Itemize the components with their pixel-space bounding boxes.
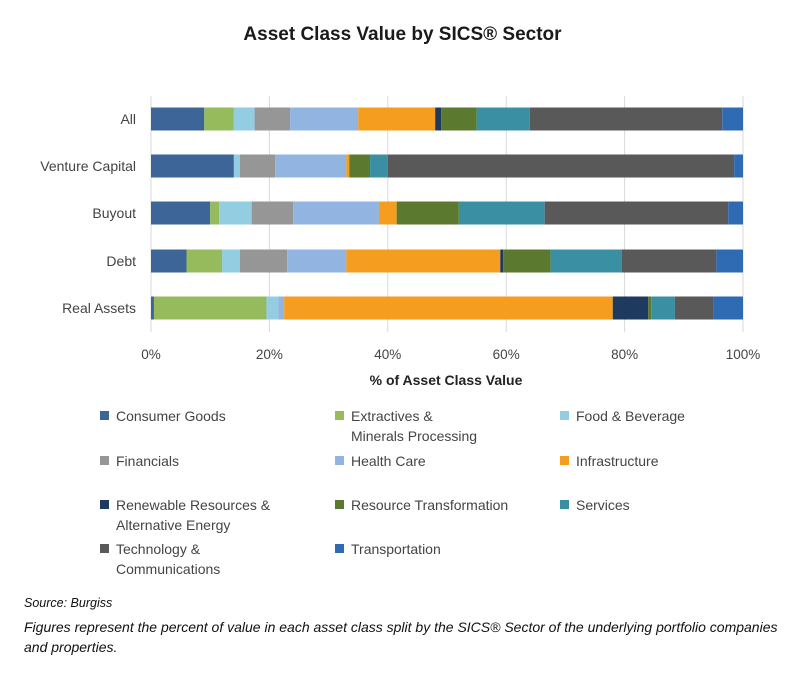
x-tick-label: 60% — [493, 347, 520, 362]
category-label: All — [120, 111, 136, 127]
bar-segment — [293, 201, 379, 225]
bar-segment — [500, 249, 504, 273]
legend-label: Health Care — [351, 453, 426, 469]
bar-segment — [458, 201, 545, 225]
bar-segment — [621, 249, 717, 273]
bar-segment — [210, 201, 220, 225]
bar-segment — [370, 154, 388, 178]
bar-segment — [734, 154, 743, 178]
legend-swatch — [335, 544, 344, 553]
legend-swatch — [335, 500, 344, 509]
legend-swatch — [100, 411, 109, 420]
bar-segment — [396, 201, 459, 225]
legend-label: Services — [576, 497, 630, 513]
legend-swatch — [100, 544, 109, 553]
category-label: Real Assets — [62, 300, 136, 316]
bar-segment — [239, 249, 288, 273]
footnote: Figures represent the percent of value i… — [24, 619, 778, 655]
legend-swatch — [335, 456, 344, 465]
legend-label: Resource Transformation — [351, 497, 509, 513]
bar-segment — [651, 296, 675, 320]
category-label: Venture Capital — [40, 158, 136, 174]
category-label: Debt — [106, 253, 136, 269]
bar-segment — [186, 249, 223, 273]
bar-segment — [239, 154, 276, 178]
bar-segment — [278, 296, 285, 320]
bar-segment — [151, 201, 211, 225]
legend-swatch — [100, 500, 109, 509]
bar-segment — [287, 249, 347, 273]
category-label: Buyout — [92, 205, 136, 221]
bar-segment — [151, 107, 205, 131]
bar-segment — [713, 296, 743, 320]
x-axis-title: % of Asset Class Value — [370, 372, 523, 388]
bar-segment — [358, 107, 436, 131]
bar-segment — [544, 201, 729, 225]
legend-label: Food & Beverage — [576, 408, 685, 424]
tick-labels: 0% 20% 40% 60% 80% 100% — [141, 347, 760, 362]
legend-label: Financials — [116, 453, 180, 469]
bar-segment — [254, 107, 291, 131]
bar-segment — [153, 296, 267, 320]
bar-segment — [151, 296, 154, 320]
x-tick-label: 0% — [141, 347, 161, 362]
bar-segment — [219, 201, 252, 225]
legend-swatch — [560, 411, 569, 420]
bar-segment — [648, 296, 652, 320]
bar-segment — [378, 201, 397, 225]
x-tick-label: 40% — [374, 347, 401, 362]
bar-segment — [151, 249, 187, 273]
legend-swatch — [560, 500, 569, 509]
bar-segment — [612, 296, 649, 320]
bar-segment — [550, 249, 622, 273]
bar-segment — [476, 107, 530, 131]
chart-title: Asset Class Value by SICS® Sector — [243, 24, 562, 45]
legend-label: Transportation — [351, 541, 441, 557]
legend-label: Infrastructure — [576, 453, 659, 469]
bar-segment — [290, 107, 359, 131]
bar-segment — [222, 249, 240, 273]
bar-segment — [387, 154, 735, 178]
bar-segment — [441, 107, 477, 131]
bar-segment — [529, 107, 723, 131]
legend-label: Technology & Communications — [116, 541, 221, 577]
bar-segment — [204, 107, 234, 131]
x-tick-label: 80% — [611, 347, 638, 362]
bar-segment — [346, 249, 501, 273]
bar-segment — [233, 154, 240, 178]
x-tick-label: 20% — [256, 347, 283, 362]
legend-label: Consumer Goods — [116, 408, 226, 424]
bar-segment — [503, 249, 551, 273]
bar-segment — [722, 107, 743, 131]
legend-label: Extractives & Minerals Processing — [351, 408, 478, 444]
legend-swatch — [100, 456, 109, 465]
legend-swatch — [335, 411, 344, 420]
bar-segment — [346, 154, 350, 178]
bar-segment — [275, 154, 347, 178]
legend-label: Renewable Resources & Alternative Energy — [116, 497, 271, 533]
bar-segment — [151, 154, 234, 178]
bar-segment — [233, 107, 255, 131]
bar-segment — [674, 296, 714, 320]
bar-segment — [284, 296, 613, 320]
x-tick-label: 100% — [726, 347, 761, 362]
bar-area — [151, 107, 743, 320]
bar-segment — [266, 296, 279, 320]
legend-swatch — [560, 456, 569, 465]
bar-segment — [728, 201, 743, 225]
bar-segment — [349, 154, 371, 178]
bar-segment — [716, 249, 743, 273]
source-note: Source: Burgiss — [24, 596, 113, 610]
bar-segment — [435, 107, 442, 131]
category-labels: All Venture Capital Buyout Debt Real Assets — [40, 111, 136, 316]
bar-segment — [251, 201, 294, 225]
